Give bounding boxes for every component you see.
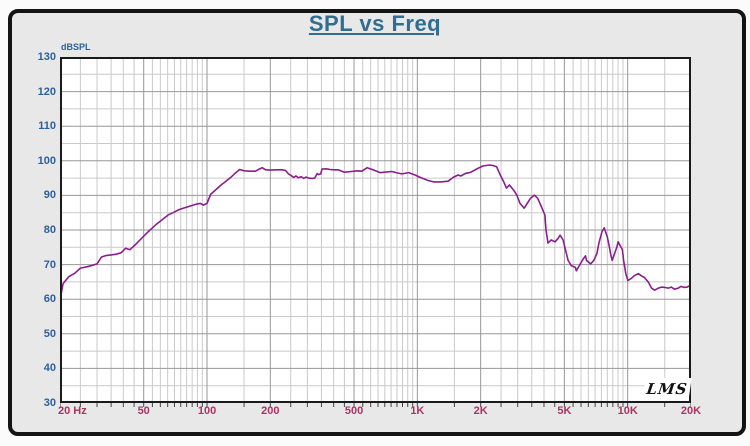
x-tick-label: 5K bbox=[557, 405, 572, 417]
x-tick-label: 2K bbox=[473, 405, 488, 417]
y-tick-label: 40 bbox=[43, 362, 56, 375]
y-tick-label: 80 bbox=[43, 224, 56, 236]
x-tick-label: 200 bbox=[261, 405, 280, 417]
x-tick-label: 1K bbox=[410, 405, 425, 417]
x-tick-label: 10K bbox=[617, 405, 638, 417]
spl-curve bbox=[60, 164, 691, 301]
lms-logo: LMS bbox=[642, 378, 692, 401]
chart-title: SPL vs Freq bbox=[308, 11, 442, 36]
y-axis-unit-label: dBSPL bbox=[61, 42, 91, 52]
y-tick-label: 130 bbox=[37, 51, 56, 63]
y-tick-label: 30 bbox=[43, 397, 56, 409]
y-tick-label: 50 bbox=[43, 327, 56, 340]
y-tick-label: 110 bbox=[38, 120, 56, 133]
x-tick-label: 500 bbox=[344, 405, 364, 417]
y-tick-label: 100 bbox=[37, 154, 56, 167]
y-tick-label: 60 bbox=[43, 293, 56, 306]
plot-border bbox=[60, 57, 691, 403]
x-tick-label: 50 bbox=[137, 405, 150, 417]
x-tick-label: 20 Hz bbox=[58, 405, 87, 417]
y-tick-label: 120 bbox=[37, 85, 56, 98]
y-tick-label: 90 bbox=[43, 189, 56, 202]
plot-area bbox=[60, 57, 691, 407]
x-tick-label: 20K bbox=[680, 405, 702, 417]
x-tick-label: 100 bbox=[197, 405, 217, 417]
y-tick-label: 70 bbox=[43, 258, 56, 271]
